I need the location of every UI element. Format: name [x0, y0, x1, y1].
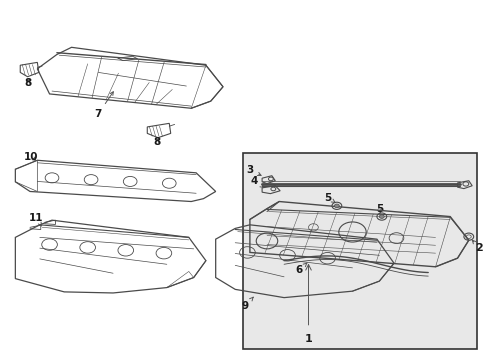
- Bar: [243, 153, 477, 348]
- Circle shape: [334, 204, 339, 208]
- Circle shape: [379, 215, 384, 219]
- Text: 6: 6: [295, 263, 307, 275]
- Text: 8: 8: [153, 138, 161, 147]
- Text: 9: 9: [242, 297, 253, 311]
- Text: 7: 7: [95, 92, 113, 119]
- Text: 1: 1: [305, 333, 313, 343]
- Text: 8: 8: [24, 78, 31, 88]
- Text: 10: 10: [24, 152, 38, 162]
- Text: 5: 5: [324, 193, 335, 203]
- Text: 11: 11: [28, 213, 43, 226]
- Text: 5: 5: [376, 204, 383, 215]
- Text: 2: 2: [475, 243, 483, 253]
- Text: 3: 3: [246, 165, 261, 175]
- Text: 4: 4: [250, 176, 264, 187]
